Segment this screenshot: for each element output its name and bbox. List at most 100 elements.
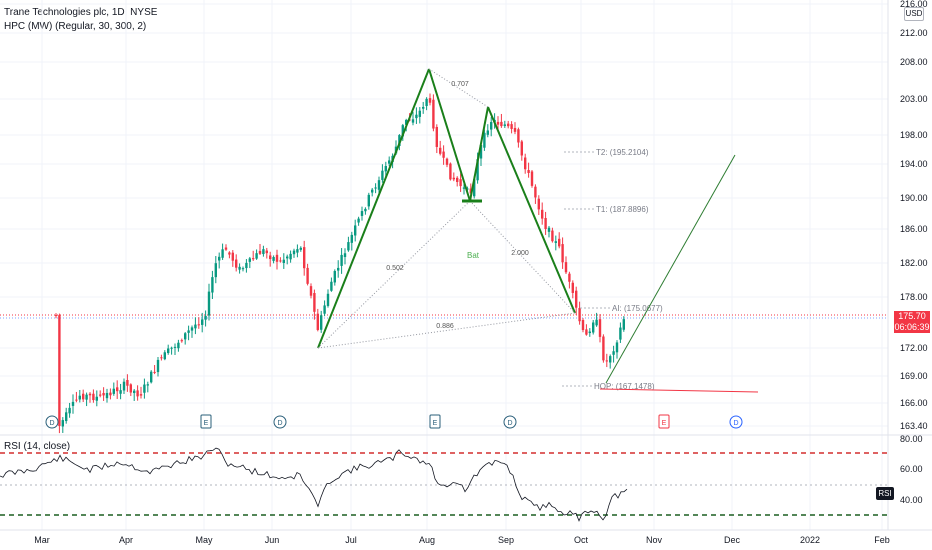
candle-body <box>357 218 360 223</box>
candle-body <box>428 98 432 103</box>
rsi-value-badge: RSI <box>876 487 894 500</box>
candle-body <box>360 211 364 216</box>
candle-body <box>398 135 401 147</box>
time-axis-label: Feb <box>874 535 890 545</box>
candle-body <box>99 394 102 396</box>
candle-body <box>313 293 316 312</box>
pattern-leg <box>469 106 489 202</box>
candle-body <box>296 249 299 253</box>
candle-body <box>527 170 530 173</box>
price-axis-label: 166.00 <box>900 398 928 408</box>
candle-body <box>479 144 483 159</box>
price-axis-label: 198.00 <box>900 130 928 140</box>
candle-body <box>238 266 241 270</box>
candle-body <box>422 106 425 109</box>
candle-body <box>588 331 591 334</box>
event-letter: E <box>433 420 438 427</box>
projection-line <box>605 154 736 384</box>
candle-body <box>496 121 500 125</box>
currency-badge[interactable]: USD <box>904 7 924 21</box>
candle-body <box>571 282 574 293</box>
candle-body <box>204 315 207 320</box>
candle-body <box>350 234 353 243</box>
candle-body <box>411 119 415 123</box>
candle-body <box>609 356 612 363</box>
time-axis-label: Aug <box>419 535 435 545</box>
candle-body <box>136 390 139 397</box>
candle-body <box>214 263 217 278</box>
candle-body <box>551 230 554 242</box>
candlestick-series <box>0 93 888 434</box>
candle-body <box>116 387 119 392</box>
event-letter: D <box>277 420 282 427</box>
candle-body <box>54 314 58 316</box>
candle-body <box>554 241 557 243</box>
price-axis-label: 178.00 <box>900 292 928 302</box>
candle-body <box>578 308 581 322</box>
rsi-legend[interactable]: RSI (14, close) <box>4 441 71 452</box>
price-axis-label: 208.00 <box>900 57 928 67</box>
bat-pattern: 0.707 0.502 0.886 2.000 Bat T2: (195.2104) T1:… <box>317 68 759 393</box>
rsi-axis-label: 40.00 <box>900 495 923 505</box>
candle-body <box>592 322 595 333</box>
candle-body <box>184 333 187 340</box>
candle-body <box>122 381 126 391</box>
candle-body <box>384 166 387 172</box>
candle-body <box>473 179 476 197</box>
candle-body <box>558 238 561 247</box>
candle-body <box>112 388 115 394</box>
rsi-axis-label: 60.00 <box>900 464 923 474</box>
candle-body <box>435 126 438 147</box>
target-label: AI: (175.0677) <box>612 304 663 313</box>
candle-body <box>371 189 374 193</box>
candle-body <box>333 270 336 283</box>
candle-body <box>309 286 313 296</box>
indicator-legend[interactable]: HPC (MW) (Regular, 30, 300, 2) <box>4 21 147 32</box>
candle-body <box>605 360 608 362</box>
current-price-badge: 175.70 06:06:39 <box>894 311 930 333</box>
candle-body <box>68 407 71 414</box>
pattern-ratio-label: 0.886 <box>436 323 454 330</box>
candle-body <box>517 129 520 143</box>
earnings-marker <box>658 414 670 429</box>
candle-body <box>180 340 183 342</box>
candle-body <box>194 324 197 329</box>
candle-body <box>476 159 479 181</box>
candle-body <box>568 273 571 282</box>
pattern-connector <box>317 200 471 349</box>
candle-body <box>231 252 234 261</box>
candle-body <box>156 359 160 373</box>
candle-body <box>306 267 309 284</box>
candle-body <box>126 380 129 386</box>
pattern-leg <box>317 68 430 349</box>
candle-body <box>602 336 605 361</box>
candle-body <box>61 420 64 427</box>
candle-body <box>190 327 194 331</box>
candle-body <box>483 132 486 148</box>
candle-body <box>595 319 598 326</box>
candle-body <box>211 277 214 293</box>
price-axis-label: 216.00 <box>900 0 928 9</box>
earnings-marker <box>200 414 212 429</box>
candle-body <box>486 130 489 135</box>
candle-body <box>201 319 204 325</box>
candle-body <box>282 259 285 264</box>
candle-body <box>105 392 109 399</box>
candle-body <box>75 399 78 401</box>
pattern-ratio-label: 2.000 <box>511 250 529 257</box>
candle-body <box>167 348 170 354</box>
candle-body <box>598 319 602 337</box>
candle-body <box>245 262 248 269</box>
candle-body <box>459 179 462 187</box>
pattern-ratio-label: 0.707 <box>451 81 469 88</box>
candle-body <box>524 157 527 170</box>
candle-body <box>320 315 323 330</box>
candle-body <box>462 187 466 189</box>
price-axis-label: 172.00 <box>900 343 928 353</box>
candle-body <box>537 198 540 210</box>
rsi-pane <box>0 447 888 522</box>
chart-title: Trane Technologies plc, 1D, NYSE <box>4 7 158 18</box>
candle-body <box>286 256 289 259</box>
